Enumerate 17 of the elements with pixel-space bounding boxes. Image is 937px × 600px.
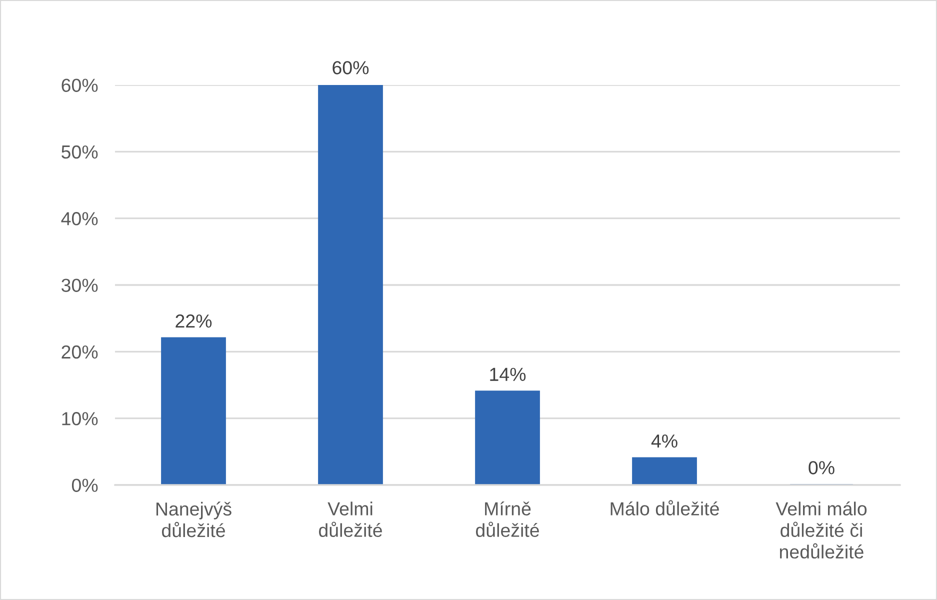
data-label: 22%: [176, 314, 212, 328]
x-tick-label: Velmi málo důležité či nedůležité: [776, 501, 867, 559]
y-tick-label: 10%: [62, 412, 98, 426]
y-tick-label: 30%: [62, 278, 98, 292]
data-label: 4%: [651, 434, 678, 448]
data-label: 0%: [808, 461, 834, 474]
y-tick-label: 60%: [62, 78, 98, 92]
data-label: 14%: [490, 368, 526, 381]
y-tick-label: 50%: [62, 145, 98, 159]
x-tick-label: Málo důležité: [610, 500, 719, 516]
y-tick-label: 40%: [61, 212, 98, 226]
x-tick-label: Mírně důležité: [476, 501, 539, 537]
y-tick-label: 20%: [62, 345, 98, 359]
data-label: 60%: [332, 61, 369, 74]
x-tick-label: Velmi důležité: [318, 502, 382, 537]
y-tick-label: 0%: [72, 478, 98, 492]
x-tick-label: Nanejvýš důležité: [156, 502, 232, 538]
